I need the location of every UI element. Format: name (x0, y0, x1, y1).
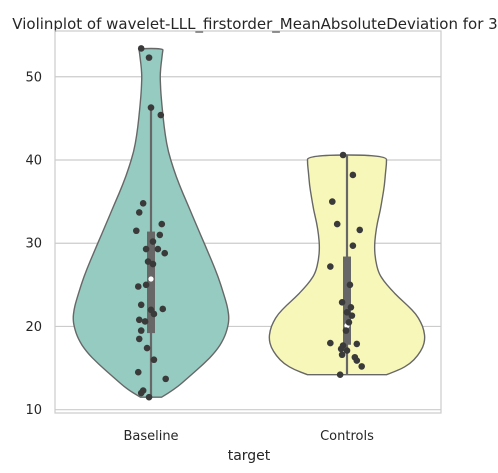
point-baseline-26 (150, 356, 158, 364)
point-baseline-20 (150, 310, 158, 318)
point-controls-10 (343, 308, 351, 316)
median-marker-baseline (148, 276, 154, 282)
point-baseline-9 (149, 238, 157, 245)
point-controls-12 (345, 318, 353, 326)
point-controls-18 (343, 347, 351, 354)
point-baseline-2 (147, 104, 155, 111)
point-controls-0 (339, 151, 347, 159)
x-axis-label: target (228, 448, 271, 464)
point-controls-15 (353, 340, 361, 348)
point-controls-5 (349, 242, 357, 250)
point-controls-3 (333, 220, 341, 228)
y-tick-label-20: 20 (25, 320, 42, 335)
point-baseline-11 (161, 249, 169, 257)
inner-boxplots (147, 108, 351, 398)
point-baseline-4 (139, 199, 147, 207)
point-baseline-13 (144, 258, 152, 265)
point-baseline-0 (137, 45, 145, 52)
point-controls-21 (353, 357, 361, 364)
point-baseline-17 (137, 301, 145, 309)
point-controls-11 (348, 312, 356, 319)
point-baseline-30 (137, 389, 145, 397)
strip-points (133, 45, 366, 401)
point-controls-6 (327, 263, 334, 270)
point-baseline-25 (143, 344, 151, 352)
point-baseline-5 (135, 209, 143, 216)
y-tick-label-50: 50 (25, 70, 42, 85)
point-controls-13 (342, 327, 350, 334)
point-baseline-1 (145, 54, 153, 61)
plot-frame (54, 30, 442, 414)
point-baseline-12 (142, 245, 150, 253)
point-controls-8 (338, 299, 346, 306)
point-baseline-7 (133, 227, 140, 235)
point-baseline-22 (141, 318, 149, 325)
x-tick-label-baseline: Baseline (123, 429, 178, 444)
point-baseline-6 (158, 220, 166, 228)
point-baseline-19 (159, 305, 167, 313)
x-tick-labels: Baseline Controls (123, 429, 374, 444)
point-baseline-27 (134, 368, 142, 376)
point-controls-1 (349, 171, 357, 179)
point-baseline-23 (137, 327, 145, 334)
point-baseline-8 (156, 231, 164, 239)
point-baseline-14 (149, 260, 157, 268)
point-controls-19 (338, 351, 346, 359)
point-controls-17 (337, 345, 345, 353)
iqr-box-baseline (147, 231, 155, 334)
point-baseline-16 (142, 281, 150, 289)
y-tick-label-30: 30 (25, 237, 42, 252)
point-baseline-15 (134, 283, 142, 290)
chart-title: Violinplot of wavelet-LLL_firstorder_Mea… (12, 15, 497, 34)
point-controls-22 (358, 363, 366, 370)
y-tick-label-40: 40 (25, 153, 42, 168)
point-baseline-24 (135, 335, 143, 343)
point-controls-23 (336, 371, 344, 379)
point-controls-7 (346, 281, 354, 289)
point-baseline-31 (145, 393, 153, 401)
y-tick-label-10: 10 (25, 403, 42, 418)
point-baseline-28 (162, 375, 169, 383)
point-controls-14 (327, 339, 334, 347)
point-controls-4 (356, 226, 364, 234)
point-controls-2 (329, 198, 336, 205)
x-tick-label-controls: Controls (320, 429, 374, 444)
violin-bodies (72, 47, 426, 398)
point-baseline-21 (135, 316, 143, 324)
point-baseline-10 (154, 245, 162, 253)
point-controls-9 (347, 304, 355, 311)
y-tick-labels: 10 20 30 40 50 (25, 70, 42, 418)
point-baseline-3 (157, 111, 165, 119)
iqr-box-controls (343, 256, 351, 345)
